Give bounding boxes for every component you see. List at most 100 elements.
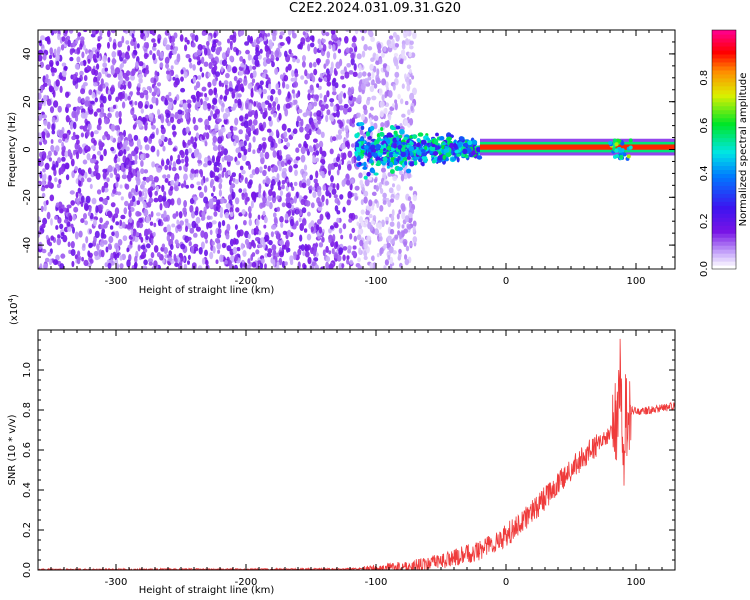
noise-cell <box>79 43 83 50</box>
noise-cell <box>221 146 225 152</box>
noise-cell <box>112 189 117 194</box>
noise-cell <box>255 249 260 255</box>
colorbar-segment <box>712 85 736 91</box>
noise-cell <box>341 84 346 89</box>
noise-cell <box>409 45 414 50</box>
noise-cell <box>308 128 312 136</box>
noise-cell <box>44 184 49 189</box>
noise-cell <box>267 135 273 143</box>
heatmap-marks <box>38 30 675 269</box>
noise-cell <box>134 146 139 152</box>
noise-cell <box>342 246 348 251</box>
noise-cell <box>378 235 383 242</box>
noise-cell <box>232 246 238 255</box>
noise-cell <box>244 197 248 206</box>
noise-cell <box>203 206 207 212</box>
noise-cell <box>258 88 262 95</box>
noise-cell <box>291 89 295 94</box>
noise-cell <box>363 190 369 197</box>
noise-cell <box>263 197 267 202</box>
noise-cell <box>342 254 346 261</box>
noise-cell <box>250 110 256 115</box>
noise-cell <box>259 152 264 159</box>
noise-cell <box>184 148 189 156</box>
noise-cell <box>217 41 222 46</box>
noise-cell <box>123 149 127 155</box>
noise-cell <box>153 197 159 203</box>
noise-cell <box>80 88 86 95</box>
noise-cell <box>302 251 306 256</box>
noise-cell <box>191 210 196 219</box>
signal-cell <box>406 155 411 160</box>
noise-cell <box>250 191 256 199</box>
noise-cell <box>333 162 339 168</box>
noise-cell <box>196 49 202 56</box>
noise-cell <box>146 30 152 34</box>
snr-series-line <box>38 338 675 570</box>
colorbar-segment <box>712 181 736 186</box>
noise-cell <box>172 147 177 152</box>
noise-cell <box>103 148 107 157</box>
noise-cell <box>155 212 161 217</box>
noise-cell <box>386 242 391 249</box>
noise-cell <box>336 134 343 140</box>
noise-cell <box>302 218 307 226</box>
noise-cell <box>320 159 326 164</box>
noise-cell <box>407 212 413 219</box>
noise-cell <box>93 82 98 87</box>
noise-cell <box>219 206 224 215</box>
signal-cell <box>356 155 361 162</box>
noise-cell <box>332 44 336 52</box>
noise-cell <box>181 158 185 164</box>
noise-cell <box>345 47 350 54</box>
noise-cell <box>100 94 104 101</box>
noise-cell <box>38 39 43 47</box>
signal-cell <box>383 143 387 149</box>
noise-cell <box>143 136 148 143</box>
noise-cell <box>295 147 300 153</box>
noise-cell <box>281 202 286 208</box>
noise-cell <box>74 166 79 172</box>
noise-cell <box>276 103 281 111</box>
noise-cell <box>102 198 108 205</box>
noise-cell <box>135 184 139 193</box>
colorbar-segment <box>712 221 736 226</box>
noise-cell <box>157 219 161 227</box>
noise-cell <box>66 221 71 228</box>
noise-cell <box>160 124 164 130</box>
signal-cell <box>416 138 421 143</box>
noise-cell <box>96 124 101 130</box>
noise-cell <box>232 34 237 43</box>
noise-cell <box>407 196 412 202</box>
noise-cell <box>249 65 253 71</box>
noise-cell <box>351 250 357 256</box>
colorbar-segment <box>712 125 736 131</box>
noise-cell <box>207 115 212 121</box>
noise-cell <box>301 182 307 189</box>
noise-cell <box>328 263 334 269</box>
noise-cell <box>273 112 277 118</box>
noise-cell <box>271 244 277 251</box>
signal-cell <box>370 125 375 131</box>
noise-cell <box>279 74 284 80</box>
noise-cell <box>346 199 351 206</box>
noise-cell <box>165 117 169 124</box>
noise-cell <box>269 42 273 49</box>
noise-cell <box>248 218 252 227</box>
noise-cell <box>240 175 244 181</box>
x-tick-label: 100 <box>626 276 645 287</box>
noise-cell <box>38 113 43 121</box>
noise-cell <box>389 256 394 265</box>
noise-cell <box>71 260 75 268</box>
noise-cell <box>243 140 247 147</box>
noise-cell <box>247 263 251 269</box>
noise-cell <box>288 49 292 55</box>
noise-cell <box>412 194 417 202</box>
noise-cell <box>318 226 323 234</box>
noise-cell <box>392 183 395 188</box>
signal-cell <box>400 151 407 157</box>
noise-cell <box>176 224 182 230</box>
x-tick-label: -300 <box>105 276 128 287</box>
noise-cell <box>90 100 95 105</box>
noise-cell <box>281 184 285 190</box>
